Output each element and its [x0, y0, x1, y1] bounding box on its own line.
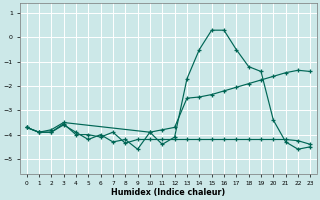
X-axis label: Humidex (Indice chaleur): Humidex (Indice chaleur) — [111, 188, 226, 197]
